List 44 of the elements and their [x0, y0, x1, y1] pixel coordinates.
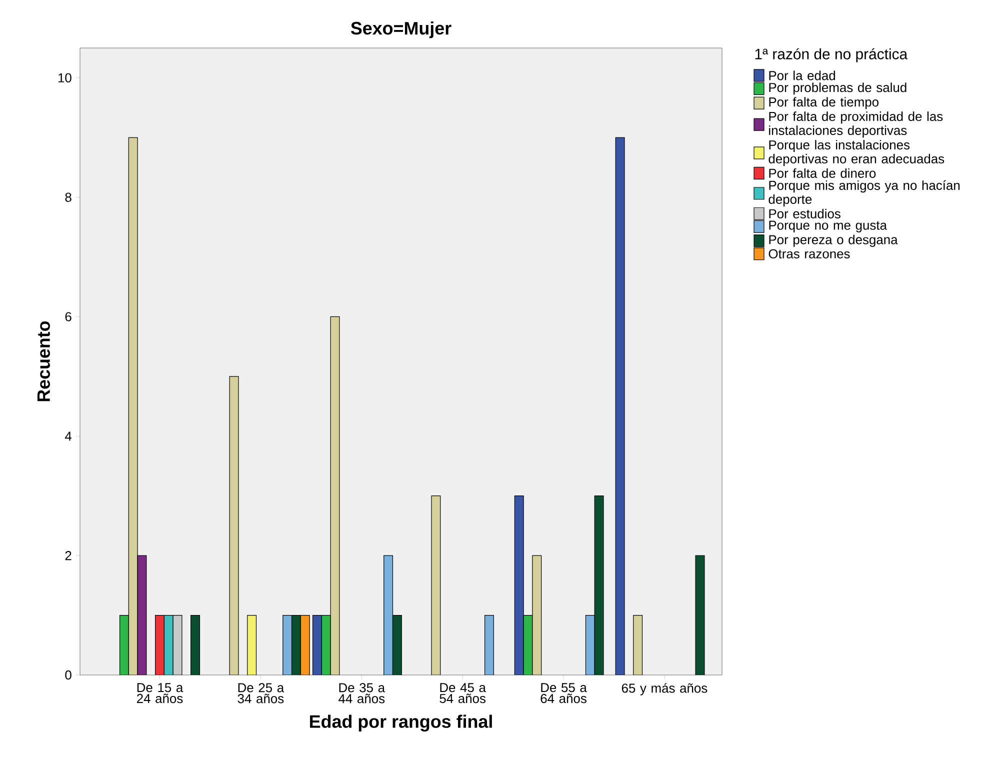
bar	[514, 496, 524, 675]
legend-label: Por falta de tiempo	[769, 97, 878, 110]
y-tick-label: 10	[58, 73, 72, 82]
x-tick-label: De 15 a 24 años	[137, 683, 184, 704]
bar	[615, 137, 625, 675]
x-tick-label: De 25 a 34 años	[238, 683, 284, 704]
x-tick-label: 65 y más años	[622, 683, 708, 696]
bar	[291, 614, 301, 675]
x-tick-label: De 55 a 64 años	[540, 683, 587, 704]
x-axis-title: Edad por rangos final	[310, 714, 492, 732]
legend-label: Por falta de proximidad de las instalaciones deportivas	[769, 112, 943, 138]
bar	[128, 137, 138, 675]
chart-title: Sexo=Mujer	[350, 21, 452, 38]
bar	[594, 496, 604, 675]
bar	[229, 376, 239, 675]
x-tick-label: De 45 a 54 años	[440, 683, 486, 704]
legend-label: Por problemas de salud	[769, 82, 906, 95]
bar	[484, 614, 494, 675]
bar	[190, 614, 200, 675]
legend-label: Otras razones	[768, 249, 850, 258]
bar	[119, 614, 129, 675]
y-tick-label: 4	[64, 432, 72, 441]
bar	[431, 496, 441, 675]
y-tick-label: 2	[65, 551, 72, 560]
legend-label: Por estudios	[769, 208, 840, 218]
y-axis-title: Recuento	[37, 321, 50, 402]
x-tick-label: De 35 a 44 años	[338, 683, 386, 704]
bar	[330, 316, 340, 675]
bar	[282, 614, 292, 675]
legend-title: 1ª razón de no práctica	[755, 48, 908, 62]
bar	[392, 614, 402, 675]
bar	[312, 614, 322, 675]
legend-label: Porque las instalaciones deportivas no eran adecuadas	[768, 140, 944, 166]
bar	[633, 614, 643, 675]
legend-label: Porque no me gusta	[769, 220, 887, 232]
bar	[585, 614, 595, 675]
y-tick-label: 6	[65, 312, 72, 322]
y-tick-label: 8	[65, 192, 72, 202]
bar	[384, 555, 394, 675]
y-tick-label: 0	[65, 670, 72, 680]
legend-label: Por la edad	[769, 70, 836, 80]
legend-label: Por pereza o desgana	[769, 234, 898, 247]
legend-label: Porque mis amigos ya no hacían deporte	[768, 180, 960, 206]
legend-label: Por falta de dinero	[769, 168, 876, 178]
